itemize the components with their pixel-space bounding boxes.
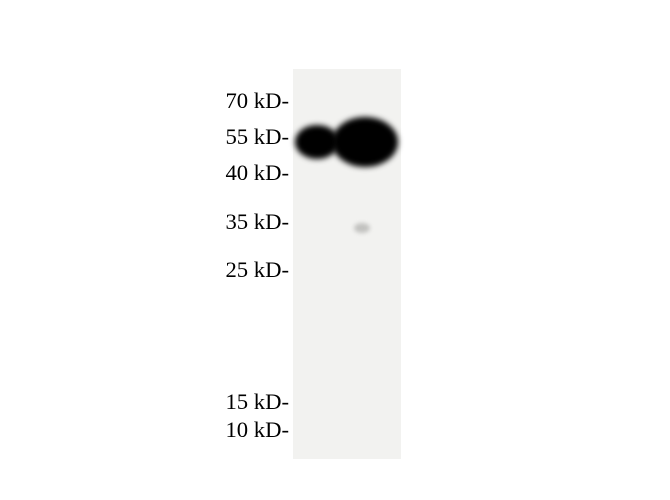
blot-svg [0,0,670,500]
western-blot-figure: 70 kD- 55 kD- 40 kD- 35 kD- 25 kD- 15 kD-10 k… [0,0,670,500]
mw-marker-label: 40 kD- [225,160,289,186]
mw-marker-label: 15 kD- [225,389,289,415]
mw-marker-label: 10 kD- [225,417,289,443]
mw-marker-label: 55 kD- [225,124,289,150]
mw-marker-label: 70 kD- [225,88,289,114]
mw-marker-label: 25 kD- [225,257,289,283]
mw-marker-label: 35 kD- [225,209,289,235]
blot-band [332,117,398,167]
blot-band [354,223,370,233]
